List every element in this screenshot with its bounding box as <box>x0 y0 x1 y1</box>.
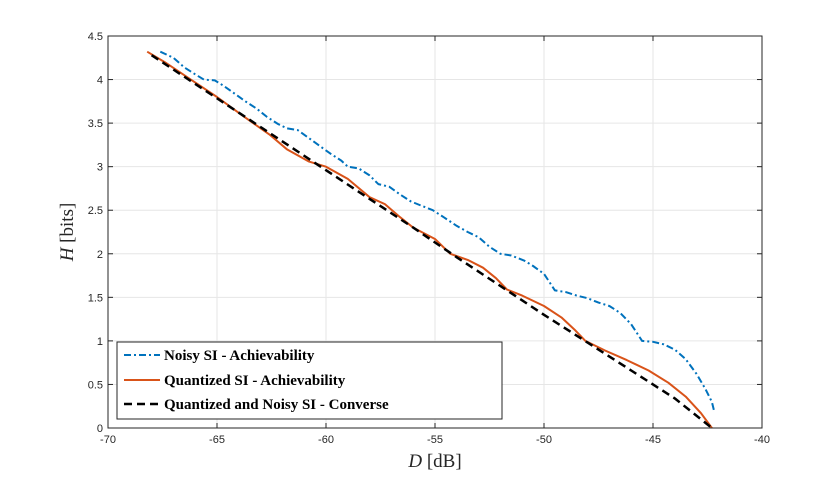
series-line-converse <box>150 54 713 429</box>
y-tick-label: 0.5 <box>88 379 103 391</box>
x-tick-label: -65 <box>209 434 225 446</box>
legend-box <box>116 341 503 420</box>
x-tick-label: -60 <box>318 434 334 446</box>
y-axis-label: H [bits] <box>57 203 78 263</box>
y-tick-label: 2 <box>97 249 103 261</box>
legend-label-quantized: Quantized SI - Achievability <box>164 373 346 389</box>
y-tick-label: 0 <box>97 423 103 435</box>
x-tick-label: -45 <box>645 434 661 446</box>
ticks: -70 -65 -60 -55 -50 -45 -40 0 0.5 1 1.5 2 2.5 3 3.5 4 4.… <box>88 31 770 446</box>
y-tick-label: 3 <box>97 162 103 174</box>
series-line-noisy <box>159 50 715 411</box>
y-tick-label: 1.5 <box>88 292 103 304</box>
legend-label-converse: Quantized and Noisy SI - Converse <box>164 397 389 413</box>
x-tick-label: -50 <box>536 434 552 446</box>
series-line-quantized <box>146 50 713 429</box>
y-tick-label: 3.5 <box>88 118 103 130</box>
legend-label-noisy: Noisy SI - Achievability <box>164 348 315 364</box>
y-tick-label: 2.5 <box>88 205 103 217</box>
x-tick-label: -40 <box>754 434 770 446</box>
legend: Noisy SI - Achievability Quantized SI - … <box>116 341 503 420</box>
x-tick-label: -70 <box>100 434 116 446</box>
x-axis-label: D [dB] <box>407 451 461 472</box>
y-tick-label: 1 <box>97 336 103 348</box>
series-layer <box>146 50 715 429</box>
y-tick-label: 4 <box>97 75 103 87</box>
y-tick-label: 4.5 <box>88 31 103 43</box>
x-tick-label: -55 <box>427 434 443 446</box>
